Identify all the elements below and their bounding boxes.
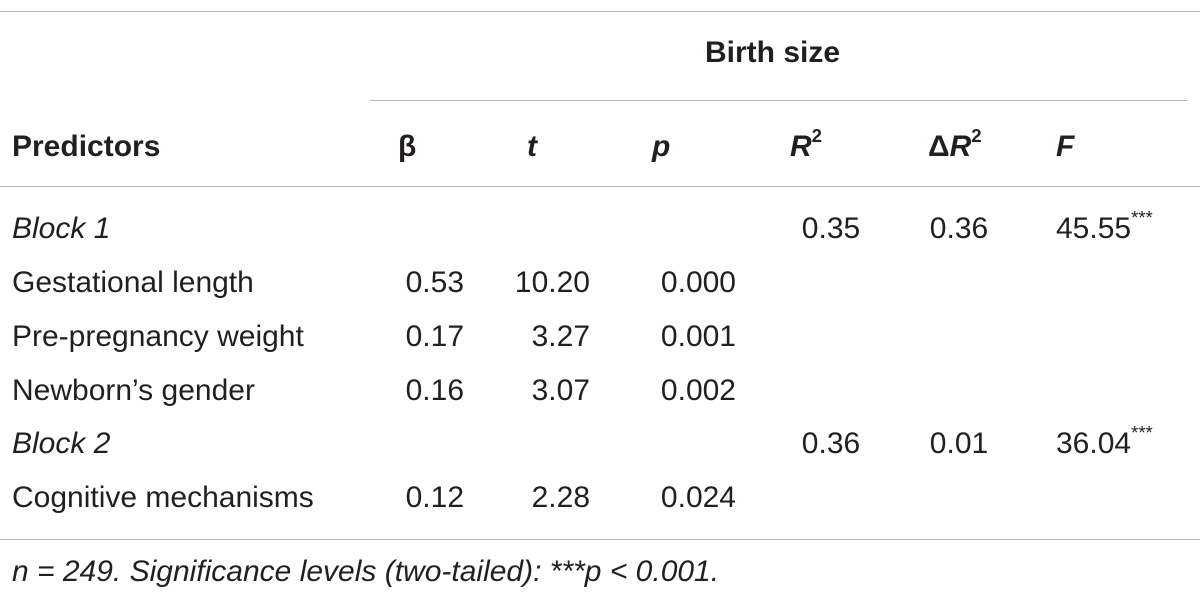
cell-p: 0.002	[660, 374, 736, 407]
col-header-p: p	[652, 130, 671, 163]
bottom-rule	[0, 539, 1200, 540]
row-label: Gestational length	[12, 266, 254, 299]
cell-t: 10.20	[514, 266, 590, 299]
group-header-rule	[370, 100, 1187, 101]
cell-t: 3.27	[531, 320, 590, 353]
cell-r2: 0.36	[801, 427, 861, 460]
cell-beta: 0.17	[405, 320, 464, 353]
col-header-f: F	[1056, 130, 1075, 163]
cell-p: 0.000	[660, 266, 736, 299]
column-header-rule	[0, 186, 1200, 187]
table-footnote: n = 249. Significance levels (two-tailed…	[12, 555, 720, 588]
cell-f: 45.55***	[1056, 207, 1153, 245]
cell-p: 0.024	[660, 481, 736, 514]
row-label: Block 2	[12, 427, 111, 460]
top-rule	[0, 11, 1200, 12]
cell-delta-r2: 0.36	[929, 212, 989, 245]
row-label: Block 1	[12, 212, 111, 245]
group-header: Birth size	[705, 36, 841, 69]
col-header-r2: R2	[790, 125, 823, 163]
col-header-delta-r2: ΔR2	[928, 125, 982, 163]
significance-stars: ***	[1131, 207, 1153, 229]
cell-beta: 0.16	[405, 374, 464, 407]
cell-f: 36.04***	[1056, 422, 1153, 460]
cell-beta: 0.53	[405, 266, 464, 299]
row-label: Newborn’s gender	[12, 374, 255, 407]
row-label: Pre-pregnancy weight	[12, 320, 304, 353]
significance-stars: ***	[1131, 422, 1153, 444]
cell-p: 0.001	[660, 320, 736, 353]
cell-r2: 0.35	[801, 212, 861, 245]
cell-t: 3.07	[531, 374, 590, 407]
cell-delta-r2: 0.01	[929, 427, 989, 460]
col-header-beta: β	[398, 130, 417, 163]
cell-t: 2.28	[531, 481, 590, 514]
row-label: Cognitive mechanisms	[12, 481, 314, 514]
col-header-predictors: Predictors	[12, 130, 161, 163]
col-header-t: t	[527, 130, 537, 163]
cell-beta: 0.12	[405, 481, 464, 514]
